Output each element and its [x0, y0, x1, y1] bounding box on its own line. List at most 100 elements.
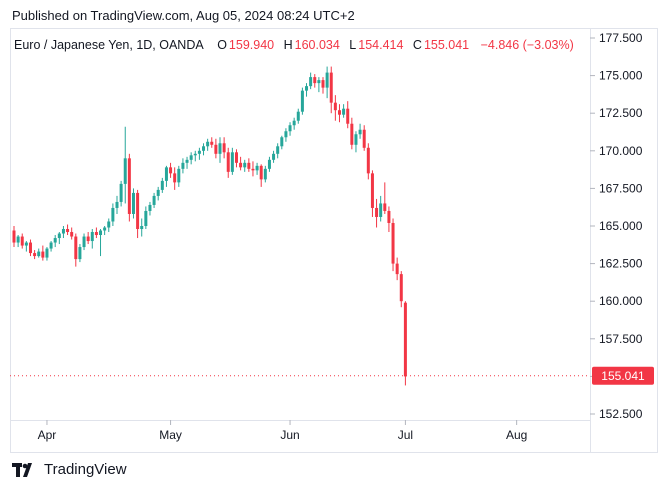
candle — [383, 182, 387, 214]
candle — [127, 153, 131, 222]
candle — [160, 177, 164, 193]
candle-body — [337, 110, 341, 115]
candle-body — [272, 153, 276, 160]
candle — [82, 233, 86, 251]
chart-legend: Euro / Japanese Yen, 1D, OANDA O 159.940 … — [14, 38, 576, 52]
candle — [197, 147, 201, 160]
candle — [86, 232, 90, 245]
last-price-label: 155.041 — [601, 369, 645, 383]
candle — [354, 131, 358, 153]
candle-body — [185, 159, 189, 163]
candle-body — [156, 189, 160, 196]
last-price-badge — [592, 366, 654, 385]
candle — [111, 203, 115, 226]
candle — [267, 156, 271, 172]
candle-body — [164, 167, 168, 181]
low-label: L — [349, 38, 357, 52]
candle — [169, 162, 173, 178]
candle-body — [144, 210, 148, 226]
candle-body — [300, 90, 304, 112]
candle — [350, 117, 354, 150]
candle-body — [313, 77, 317, 84]
candle — [156, 186, 160, 201]
candle-body — [99, 230, 103, 236]
candle — [362, 125, 366, 151]
candle — [321, 77, 325, 94]
price-tick-label: 165.000 — [599, 219, 643, 233]
candle — [370, 170, 374, 217]
candle-body — [82, 236, 86, 248]
candle — [49, 241, 53, 252]
candle — [391, 218, 395, 272]
last-price-marker: 155.041 — [10, 366, 654, 385]
candle-body — [61, 229, 65, 234]
candle — [259, 164, 263, 187]
candle-body — [288, 125, 292, 132]
candle-body — [329, 72, 333, 103]
candle — [20, 233, 24, 249]
candle-body — [103, 227, 107, 231]
candle-body — [90, 232, 94, 242]
candle-body — [387, 210, 391, 223]
candle-body — [366, 147, 370, 174]
candle-body — [399, 274, 403, 302]
candle — [255, 162, 259, 175]
candle — [325, 66, 329, 99]
candle — [276, 143, 280, 159]
price-tick-label: 172.500 — [599, 106, 643, 120]
candle — [214, 138, 218, 159]
candle-body — [276, 146, 280, 154]
candle-body — [243, 162, 247, 168]
candle-body — [259, 165, 263, 180]
candle-body — [127, 158, 131, 214]
candle — [185, 156, 189, 169]
candle-body — [305, 86, 309, 91]
tradingview-logo-icon — [12, 462, 32, 477]
candle — [103, 226, 107, 236]
candle — [119, 180, 123, 207]
candle-body — [346, 108, 350, 124]
candle-body — [202, 146, 206, 151]
candle-body — [280, 137, 284, 147]
candle — [403, 301, 407, 386]
candle-body — [362, 129, 366, 148]
published-caption: Published on TradingView.com, Aug 05, 20… — [12, 8, 355, 23]
candle-body — [136, 192, 140, 230]
candle — [94, 227, 98, 239]
candle-body — [177, 168, 181, 183]
candle — [263, 165, 267, 183]
candle — [305, 83, 309, 97]
candle-body — [354, 134, 358, 145]
price-tick-label: 167.500 — [599, 181, 643, 195]
candle — [309, 72, 313, 90]
price-tick-label: 157.500 — [599, 332, 643, 346]
candle — [66, 224, 70, 236]
candle-body — [333, 102, 337, 111]
tradingview-logo[interactable]: TradingView — [12, 461, 127, 478]
candle — [333, 95, 337, 121]
open-value: 159.940 — [228, 38, 275, 52]
candlestick-chart[interactable]: 177.500 175.000 172.500 170.000 167.500 165.0… — [0, 28, 668, 453]
candle — [28, 239, 32, 257]
candle — [41, 245, 45, 261]
candle — [144, 206, 148, 230]
candle — [164, 165, 168, 187]
candle-body — [45, 248, 49, 258]
candle — [387, 206, 391, 233]
time-tick-label: Jul — [398, 428, 413, 442]
candle-body — [119, 183, 123, 202]
high-value: 160.034 — [294, 38, 340, 52]
candle-body — [321, 80, 325, 88]
candle — [230, 147, 234, 175]
price-tick-label: 160.000 — [599, 294, 643, 308]
candle — [247, 158, 251, 172]
candle-body — [222, 143, 226, 153]
candle — [173, 167, 177, 190]
candle — [53, 235, 57, 248]
time-tick-label: May — [159, 428, 182, 442]
candle — [288, 122, 292, 136]
candle-body — [234, 152, 238, 163]
candle-body — [214, 144, 218, 154]
candle-body — [342, 108, 346, 115]
price-axis: 177.500 175.000 172.500 170.000 167.500 165.0… — [590, 31, 643, 421]
